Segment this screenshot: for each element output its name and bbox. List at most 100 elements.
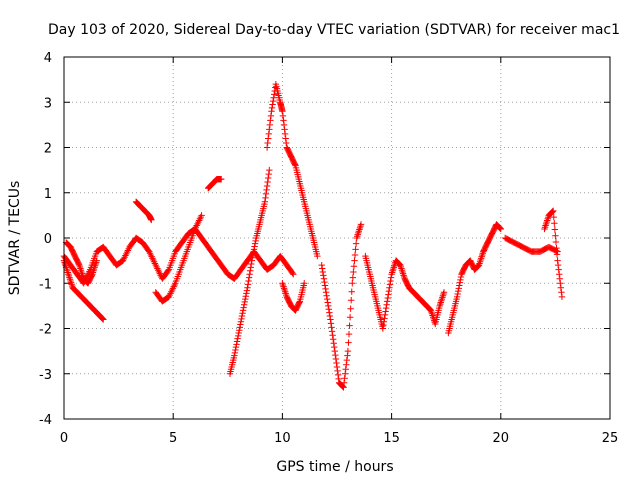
data-point-dense: [454, 290, 461, 298]
data-point-dense: [327, 320, 335, 327]
data-point-dense: [232, 343, 240, 351]
data-point-dense: [326, 309, 333, 316]
data-point-dense: [245, 277, 252, 285]
data-point-dense: [262, 190, 270, 198]
data-point-dense: [246, 271, 253, 278]
series-arc-l: [445, 221, 504, 337]
plot-frame: [63, 56, 611, 420]
x-tick-label: 20: [493, 431, 510, 446]
data-point-dense: [345, 339, 352, 346]
y-tick-label: -4: [39, 413, 52, 428]
data-point-dense: [242, 295, 249, 303]
data-point-dense: [350, 268, 357, 276]
data-point-dense: [339, 383, 347, 390]
data-point-dense: [268, 104, 276, 112]
data-point: [266, 166, 273, 174]
data-point-dense: [238, 315, 245, 323]
data-point-dense: [334, 367, 341, 375]
data-point-dense: [334, 371, 342, 379]
data-point-dense: [271, 91, 278, 98]
data-point-dense: [380, 318, 388, 325]
data-point-dense: [234, 332, 242, 340]
data-point-dense: [321, 278, 328, 286]
data-point-dense: [343, 361, 350, 368]
y-axis-label: SDTVAR / TECUs: [7, 181, 23, 296]
data-point-dense: [456, 279, 464, 286]
data-point-dense: [319, 268, 327, 276]
data-point-dense: [99, 315, 106, 323]
data-point-dense: [330, 340, 337, 347]
data-point-dense: [324, 299, 331, 306]
data-point-dense: [164, 267, 172, 275]
data-point-dense: [233, 341, 240, 348]
series-arc-f: [204, 175, 225, 192]
data-point-dense: [332, 351, 339, 359]
data-point-dense: [552, 238, 560, 246]
data-point-dense: [387, 277, 394, 285]
data-point-dense: [269, 101, 276, 108]
data-point-dense: [351, 251, 359, 259]
data-point-dense: [382, 304, 390, 312]
data-point-dense: [264, 139, 271, 147]
data-point-dense: [551, 220, 558, 227]
data-point-dense: [341, 375, 348, 382]
data-point-dense: [289, 269, 296, 277]
x-tick-label: 5: [169, 431, 177, 446]
series-arc-i: [279, 280, 308, 314]
data-point-dense: [557, 284, 565, 291]
data-point-dense: [346, 322, 353, 329]
data-point-dense: [558, 289, 565, 296]
data-point-dense: [552, 232, 559, 239]
data-point: [290, 271, 297, 278]
data-point: [268, 108, 275, 115]
ticks: 0 5 10 15 20 25 -4 -3 -2 -1 0 1 2 3 4: [39, 51, 618, 446]
data-point-dense: [455, 285, 462, 292]
data-point-dense: [342, 366, 349, 373]
data-point-dense: [347, 297, 355, 304]
data-point-dense: [344, 352, 351, 359]
data-point-dense: [553, 251, 561, 258]
data-point-dense: [88, 272, 96, 279]
data-point-dense: [349, 274, 357, 281]
data-point-dense: [320, 272, 327, 279]
data-point: [248, 257, 256, 264]
data-point-dense: [237, 321, 244, 328]
data-point: [384, 298, 391, 305]
data-point-dense: [247, 264, 254, 271]
data-point: [263, 144, 271, 151]
data-point-dense: [266, 126, 273, 133]
data-point-dense: [457, 273, 465, 281]
y-tick-label: 3: [44, 96, 52, 111]
data-point: [340, 384, 347, 391]
data-point-dense: [320, 275, 328, 282]
data-point-dense: [241, 298, 248, 306]
data-point-dense: [352, 240, 360, 247]
series-arc-e: [152, 212, 205, 305]
data-point: [344, 347, 352, 355]
data-point-dense: [457, 276, 464, 284]
y-tick-label: 2: [44, 142, 52, 157]
series-arc-d: [132, 198, 155, 224]
data-point-dense: [238, 312, 246, 320]
data-point-dense: [263, 186, 270, 194]
data-marks: [60, 80, 566, 391]
series-arc-a: [60, 225, 297, 287]
data-point-dense: [264, 178, 271, 186]
data-point-dense: [556, 275, 563, 282]
data-point-dense: [553, 244, 560, 252]
data-point-dense: [385, 287, 393, 295]
data-point: [453, 293, 461, 301]
data-point-dense: [331, 343, 338, 351]
data-point-dense: [332, 355, 340, 363]
data-point-dense: [347, 305, 354, 312]
data-point-dense: [496, 224, 503, 232]
data-point: [93, 257, 100, 264]
data-point-dense: [269, 97, 277, 105]
data-point-dense: [231, 349, 239, 357]
data-point-dense: [385, 291, 392, 298]
data-point-dense: [381, 315, 388, 322]
data-point-dense: [239, 310, 246, 317]
data-point-dense: [233, 338, 241, 345]
